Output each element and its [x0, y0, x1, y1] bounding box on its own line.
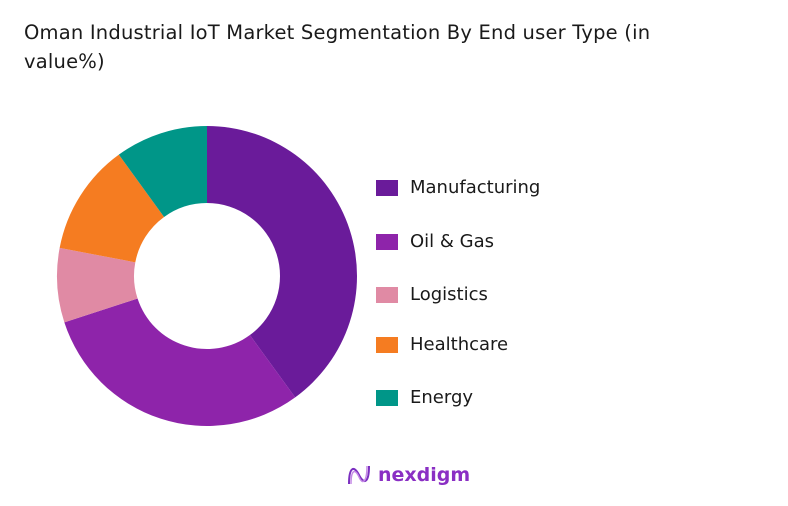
legend-item: Energy	[376, 387, 473, 408]
slice-manufacturing	[207, 126, 357, 398]
legend-swatch	[376, 286, 398, 303]
legend-swatch	[376, 179, 398, 196]
legend-item: Logistics	[376, 284, 488, 305]
legend-swatch	[376, 336, 398, 353]
legend-swatch	[376, 389, 398, 406]
slice-energy	[118, 126, 207, 217]
slice-oil-gas	[64, 298, 296, 426]
legend-label: Energy	[410, 387, 474, 408]
legend-swatch	[376, 233, 398, 250]
legend-item: Healthcare	[376, 334, 508, 355]
slice-logistics	[56, 247, 138, 323]
nexdigm-logo: nexdigm	[346, 462, 470, 488]
chart-title: Oman Industrial IoT Market Segmentation …	[24, 21, 651, 73]
donut-chart	[56, 126, 357, 426]
legend-item: Oil & Gas	[376, 231, 494, 252]
brand-name: nexdigm	[378, 464, 471, 486]
legend-label: Logistics	[410, 284, 488, 305]
nexdigm-logo-icon	[348, 465, 370, 485]
legend-label: Manufacturing	[410, 177, 541, 198]
legend-label: Healthcare	[410, 334, 509, 355]
legend-label: Oil & Gas	[410, 231, 495, 252]
slice-healthcare	[59, 154, 165, 263]
legend-item: Manufacturing	[376, 177, 540, 198]
